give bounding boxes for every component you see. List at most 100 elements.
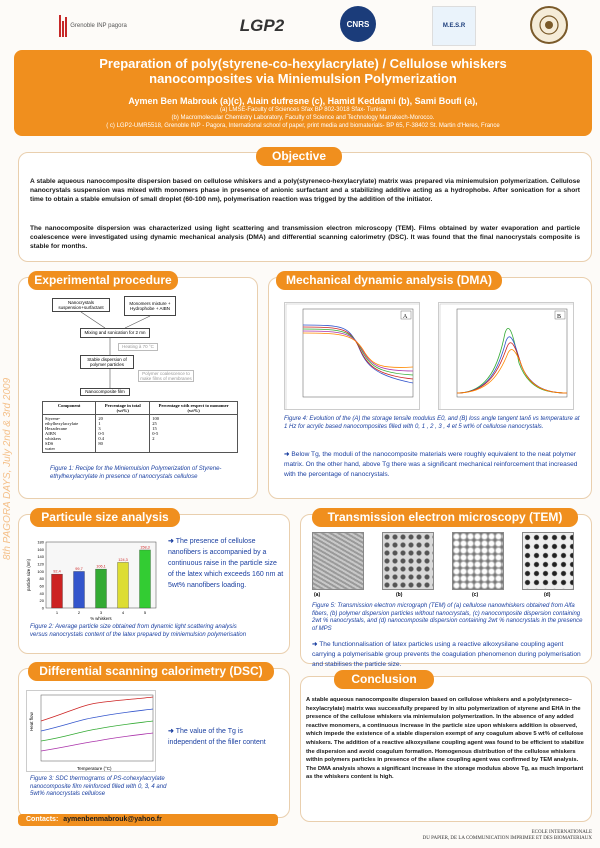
y-tick-label: 20 [40, 598, 45, 603]
recipe-cell-text: 100 [152, 416, 160, 421]
dma-panel-a-label: A [403, 314, 408, 320]
tem-images: (a) (b) (c) (d) [312, 532, 582, 600]
dma-chart-b: B [438, 302, 574, 410]
affiliation-b: (b) Macromolecular Chemistry Laboratory,… [171, 115, 435, 121]
school-footer: ECOLE INTERNATIONALE DU PAPIER, DE LA CO… [423, 830, 592, 842]
recipe-cell-text: 2 [152, 436, 155, 441]
school-line-2: DU PAPIER, DE LA COMMUNICATION IMPRIMEE … [422, 836, 592, 841]
y-tick-label: 100 [37, 569, 44, 574]
tem-image-d [522, 532, 574, 590]
flow-box-nanocrystals: Nanocrystals suspension+surfactant [52, 298, 110, 312]
tem-label-b: (b) [396, 592, 403, 598]
dsc-chart: Temperature (°C) Heat flow [26, 690, 156, 772]
dma-heading: Mechanical dynamic analysis (DMA) [276, 271, 502, 290]
grenoble-inp-logo: Grenoble INP pagora [58, 6, 128, 46]
recipe-cell-text: 0-5 [98, 431, 105, 436]
x-axis-label: % whiskers [90, 616, 111, 621]
bar-value-label: 99,7 [75, 567, 82, 571]
bar [117, 562, 129, 609]
x-tick-label: 2 [78, 610, 81, 615]
particle-note-text: The presence of cellulose nanofibers is … [168, 538, 284, 589]
y-tick-label: 180 [37, 540, 44, 545]
particle-size-chart: 0 20 40 60 80 100 120 140 160 180 92,4 1 99,7 2 106,1 3… [26, 540, 157, 621]
recipe-cell: 100 25 15 0-5 2 [149, 414, 238, 453]
tem-label-c: (c) [472, 592, 479, 598]
logo-bar: Grenoble INP pagora LGP2 CNRS M.E.S.R [0, 4, 600, 50]
tem-image-a [312, 532, 364, 590]
particle-heading: Particule size analysis [30, 508, 180, 527]
y-tick-label: 160 [37, 547, 44, 552]
conclusion-heading: Conclusion [334, 670, 434, 689]
x-tick-label: 3 [100, 610, 103, 615]
y-tick-label: 80 [40, 576, 45, 581]
flow-box-heating: Heating à 70 °C [118, 343, 158, 351]
recipe-cell-text: 0.4 [98, 436, 104, 441]
cnrs-logo: CNRS [340, 6, 376, 42]
tem-label-a: (a) [314, 592, 321, 598]
recipe-cell: 20 1 3 0-5 0.4 80 [95, 414, 151, 453]
figure-5-caption: Figure 5: Transmission electron microgra… [312, 603, 583, 632]
affiliation-a: (a) LMSE-Faculty of Sciences Sfax BP 802… [220, 107, 386, 113]
mesr-logo-text: M.E.S.R [442, 23, 466, 29]
right-arrow-icon: ➜ [312, 641, 318, 648]
x-tick-label: 4 [122, 610, 125, 615]
recipe-cell-text: whiskers [45, 436, 61, 441]
x-tick-label: 5 [144, 610, 147, 615]
bar [139, 549, 151, 609]
tem-heading: Transmission electron microscopy (TEM) [312, 508, 578, 527]
dma-note-text: Below Tg, the moduli of the nanocomposit… [284, 451, 578, 478]
recipe-header-row: Component Percentage in total (wt%) Perc… [41, 401, 238, 415]
bar-value-label: 158,3 [140, 545, 150, 549]
flow-box-mixing: Mixing and sonication for 2 mn [80, 328, 150, 338]
recipe-cell-text: 15 [152, 426, 157, 431]
recipe-cell-text: 3 [98, 426, 101, 431]
recipe-cell-text: water [45, 446, 55, 451]
y-tick-label: 60 [40, 584, 45, 589]
authors-line: Aymen Ben Mabrouk (a)(c), Alain dufresne… [128, 96, 478, 106]
recipe-cell-text: 25 [152, 421, 157, 426]
contact-bar: Contacts: aymenbenmabrouk@yahoo.fr [18, 814, 278, 826]
dsc-note: ➜ The value of the Tg is independent of … [168, 726, 280, 748]
y-axis-label: particle size (nm) [26, 558, 31, 590]
dma-chart-a: A [284, 302, 420, 410]
recipe-header-cell: Component [41, 401, 97, 415]
dsc-note-text: The value of the Tg is independent of th… [168, 728, 266, 746]
y-tick-label: 40 [40, 591, 45, 596]
experimental-heading: Experimental procedure [28, 271, 178, 290]
flow-box-monomers: Monomers mixture + Hydrophobe + AIBN [124, 296, 176, 316]
y-tick-label: 0 [42, 606, 45, 611]
cnrs-logo-text: CNRS [346, 19, 370, 29]
recipe-header-cell: Percentage with respect to monomer (wt%) [149, 401, 238, 415]
objective-heading: Objective [256, 147, 342, 166]
tem-label-d: (d) [544, 592, 551, 598]
bar-value-label: 124,3 [118, 558, 128, 562]
affiliation-c: ( c) LGP2-UMR5518, Grenoble INP - Pagora… [106, 123, 500, 129]
particle-note: ➜ The presence of cellulose nanofibers i… [168, 536, 284, 591]
dma-note: ➜ Below Tg, the moduli of the nanocompos… [284, 450, 580, 480]
right-arrow-icon: ➜ [284, 451, 290, 458]
right-arrow-icon: ➜ [168, 728, 174, 735]
lgp2-logo-text: LGP2 [239, 16, 285, 35]
flow-box-nanocomposite-film: Nanocomposite film [80, 388, 130, 396]
recipe-header-cell: Percentage in total (wt%) [95, 401, 151, 415]
objective-paragraph-1: A stable aqueous nanocomposite dispersio… [30, 178, 580, 203]
seal-icon [539, 15, 559, 35]
recipe-cell-text: 20 [98, 416, 103, 421]
figure-3-caption: Figure 3: SDC thermograms of PS-cohexyla… [30, 776, 167, 797]
tem-note: ➜ The functionnalisation of latex partic… [312, 640, 584, 670]
recipe-cell-text: SDS [45, 441, 54, 446]
dma-panel-b-label: B [557, 314, 561, 320]
contact-label: Contacts: [26, 816, 59, 823]
tem-image-c [452, 532, 504, 590]
objective-paragraph-2: The nanocomposite dispersion was charact… [30, 225, 580, 250]
figure-4-caption: Figure 4: Evolution of the (A) the stora… [284, 416, 580, 430]
recipe-cell-text: 80 [98, 441, 103, 446]
bar-value-label: 106,1 [96, 565, 106, 569]
tem-note-text: The functionnalisation of latex particle… [312, 641, 581, 668]
poster-title: Preparation of poly(styrene-co-hexylacry… [14, 56, 592, 86]
recipe-row: Styrene-ethylhexylacrylate Hexadecane AI… [41, 414, 238, 453]
conclusion-panel [300, 676, 592, 822]
recipe-cell-text: Styrene-ethylhexylacrylate [45, 416, 79, 426]
contact-email[interactable]: aymenbenmabrouk@yahoo.fr [63, 816, 162, 823]
